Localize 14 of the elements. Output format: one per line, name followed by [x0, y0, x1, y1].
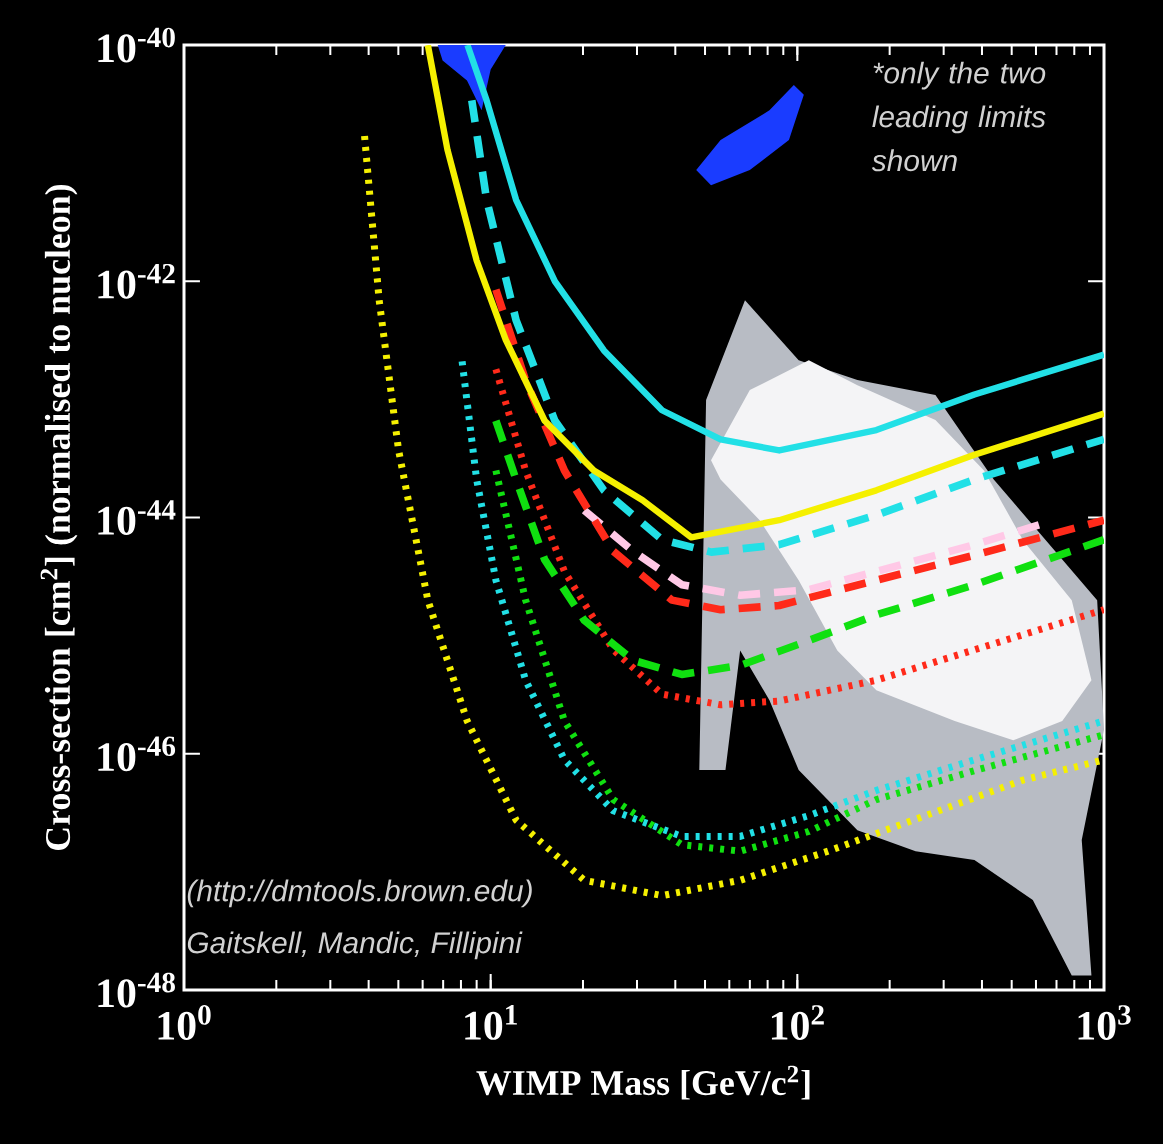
x-tick-label: 10$^{3}$ — [1078, 1005, 1131, 1040]
annotation: *only the two leading limits shown — [871, 61, 1046, 172]
y-tick-label: 10$^{-46}$ — [98, 736, 176, 772]
y-tick-label: 10$^{-48}$ — [98, 972, 175, 1008]
y-tick-label: 10$^{-44}$ — [98, 500, 176, 535]
x-tick-label: 10$^{1}$ — [465, 1005, 517, 1040]
x-tick-label: 10$^{0}$ — [158, 1005, 211, 1040]
x-axis-title: WIMP Mass [GeV/c$^{2}$] — [476, 1065, 810, 1100]
y-tick-label: 10$^{-40}$ — [98, 27, 175, 63]
annotation: (http://dmtools.brown.edu) — [187, 879, 532, 908]
y-axis-title: Cross-section [cm$^{2}$] (normalised to nucleon) — [40, 184, 78, 850]
annotation: Gaitskell, Mandic, Fillipini — [187, 931, 523, 960]
x-tick-label: 10$^{2}$ — [771, 1005, 824, 1040]
y-tick-label: 10$^{-42}$ — [98, 263, 175, 299]
